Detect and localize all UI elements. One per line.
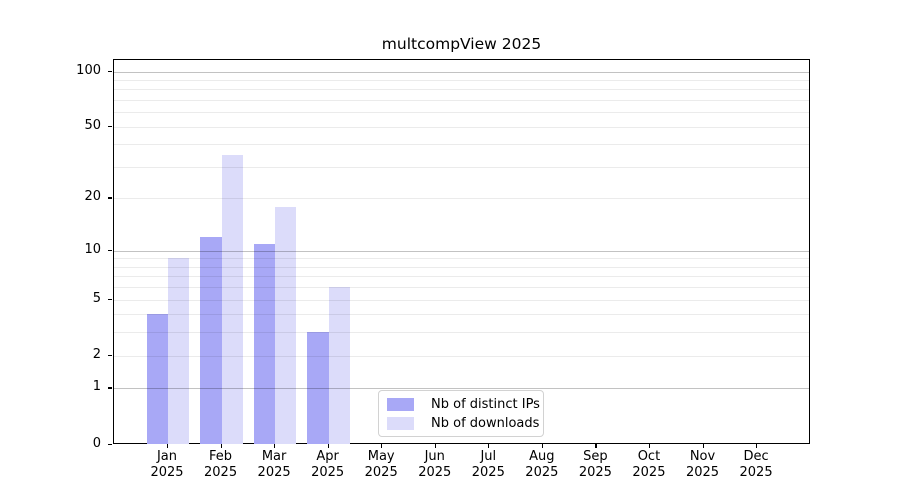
bar-distinct-ips	[253, 243, 276, 445]
y-tick-label: 10	[84, 241, 101, 257]
y-tick-label: 50	[84, 117, 101, 133]
x-tick-year: 2025	[632, 464, 666, 480]
bar-downloads	[168, 258, 190, 445]
bar-distinct-ips	[200, 237, 222, 445]
x-axis-tick	[756, 444, 758, 448]
y-axis-tick	[108, 197, 112, 199]
x-tick-year: 2025	[257, 464, 291, 480]
y-tick-label: 0	[92, 435, 101, 451]
y-axis-tick	[108, 443, 112, 445]
x-tick-year: 2025	[525, 464, 559, 480]
x-tick-label: Aug 2025	[510, 449, 574, 480]
x-tick-month: Sep	[583, 449, 608, 464]
x-axis-tick	[488, 444, 490, 448]
x-tick-year: 2025	[578, 464, 612, 480]
legend-label-downloads: Nb of downloads	[431, 415, 540, 431]
x-tick-month: Jul	[480, 449, 497, 464]
x-axis-tick	[541, 444, 544, 448]
y-axis-tick	[108, 387, 112, 389]
gridline	[114, 112, 809, 114]
gridline	[114, 144, 809, 146]
x-tick-label: Apr 2025	[296, 449, 360, 480]
x-tick-label: Jul 2025	[456, 449, 520, 480]
bar-downloads	[275, 206, 297, 445]
x-tick-year: 2025	[311, 464, 345, 480]
y-tick-label: 5	[92, 290, 101, 306]
x-tick-month: Dec	[743, 449, 769, 464]
x-tick-year: 2025	[418, 464, 452, 480]
x-tick-month: Oct	[637, 449, 661, 464]
y-axis-tick	[108, 70, 112, 72]
gridline	[114, 126, 809, 128]
x-axis-tick	[595, 444, 597, 448]
gridline	[114, 166, 809, 168]
gridline	[114, 79, 809, 81]
x-tick-month: Apr	[316, 449, 339, 464]
x-tick-month: Jun	[424, 449, 445, 464]
plot-area	[113, 58, 810, 445]
y-axis-tick	[108, 298, 112, 300]
x-tick-label: Dec 2025	[724, 449, 788, 480]
chart-title: multcompView 2025	[381, 35, 542, 53]
legend-swatch-downloads	[387, 416, 414, 430]
x-tick-year: 2025	[150, 464, 184, 480]
y-tick-label: 2	[92, 346, 101, 362]
legend-row-distinct-ips: Nb of distinct IPs	[379, 397, 543, 412]
x-tick-label: May 2025	[349, 449, 413, 480]
x-tick-label: Nov 2025	[671, 449, 735, 480]
gridline	[114, 89, 809, 91]
x-tick-month: Feb	[209, 449, 233, 464]
gridline	[114, 198, 809, 200]
y-axis-tick	[108, 125, 112, 127]
y-axis-tick	[108, 354, 112, 356]
x-axis-tick	[434, 444, 436, 448]
x-tick-year: 2025	[739, 464, 773, 480]
bar-distinct-ips	[146, 314, 168, 445]
y-tick-label: 1	[92, 379, 101, 395]
x-tick-month: May	[367, 449, 395, 464]
legend: Nb of distinct IPs Nb of downloads	[378, 390, 544, 437]
x-axis-tick	[327, 444, 329, 448]
x-tick-month: Nov	[689, 449, 716, 464]
x-tick-month: Jan	[156, 449, 178, 464]
legend-swatch-distinct-ips	[387, 397, 414, 411]
x-tick-year: 2025	[364, 464, 398, 480]
legend-row-downloads: Nb of downloads	[379, 416, 543, 431]
y-tick-label: 20	[84, 189, 101, 205]
bar-downloads	[328, 287, 351, 445]
x-tick-label: Jun 2025	[403, 449, 467, 480]
x-axis-tick	[220, 444, 222, 448]
x-tick-year: 2025	[204, 464, 238, 480]
gridline	[114, 99, 809, 101]
x-axis-tick	[381, 444, 383, 448]
x-tick-month: Mar	[261, 449, 287, 464]
legend-label-distinct-ips: Nb of distinct IPs	[431, 396, 540, 412]
x-tick-label: Feb 2025	[189, 449, 253, 480]
x-axis-tick	[167, 444, 169, 448]
x-tick-month: Aug	[529, 449, 555, 464]
x-tick-label: Jan 2025	[135, 449, 199, 480]
x-axis-tick	[274, 444, 276, 448]
y-tick-label: 100	[76, 62, 101, 78]
x-tick-label: Mar 2025	[242, 449, 306, 480]
bar-downloads	[221, 154, 243, 445]
x-tick-label: Sep 2025	[563, 449, 627, 480]
x-axis-tick	[648, 444, 651, 448]
gridline	[114, 71, 809, 73]
x-axis-tick	[702, 444, 704, 448]
x-tick-year: 2025	[471, 464, 505, 480]
x-tick-label: Oct 2025	[617, 449, 681, 480]
x-tick-year: 2025	[685, 464, 720, 480]
bar-distinct-ips	[307, 332, 329, 445]
y-axis-tick	[108, 249, 112, 251]
